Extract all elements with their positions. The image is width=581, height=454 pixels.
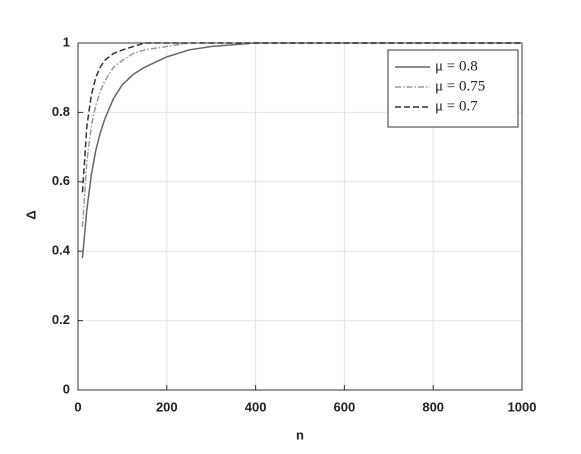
y-tick-label: 0 bbox=[63, 381, 70, 396]
x-tick-label: 200 bbox=[156, 399, 178, 414]
x-tick-label: 1000 bbox=[508, 399, 537, 414]
x-tick-label: 800 bbox=[422, 399, 444, 414]
y-tick-label: 0.8 bbox=[52, 104, 70, 119]
y-tick-label: 0.6 bbox=[52, 173, 70, 188]
x-tick-label: 400 bbox=[245, 399, 267, 414]
y-tick-label: 0.4 bbox=[52, 243, 71, 258]
y-axis-label: Δ bbox=[23, 210, 38, 219]
y-tick-label: 0.2 bbox=[52, 312, 70, 327]
y-tick-label: 1 bbox=[63, 34, 70, 49]
x-tick-label: 0 bbox=[74, 399, 81, 414]
legend-label: μ = 0.7 bbox=[435, 98, 478, 114]
legend-label: μ = 0.8 bbox=[435, 58, 478, 74]
x-tick-label: 600 bbox=[334, 399, 356, 414]
legend-label: μ = 0.75 bbox=[435, 78, 485, 94]
legend-box bbox=[387, 49, 519, 128]
x-axis-label: n bbox=[296, 427, 304, 442]
series-line bbox=[81, 42, 522, 193]
